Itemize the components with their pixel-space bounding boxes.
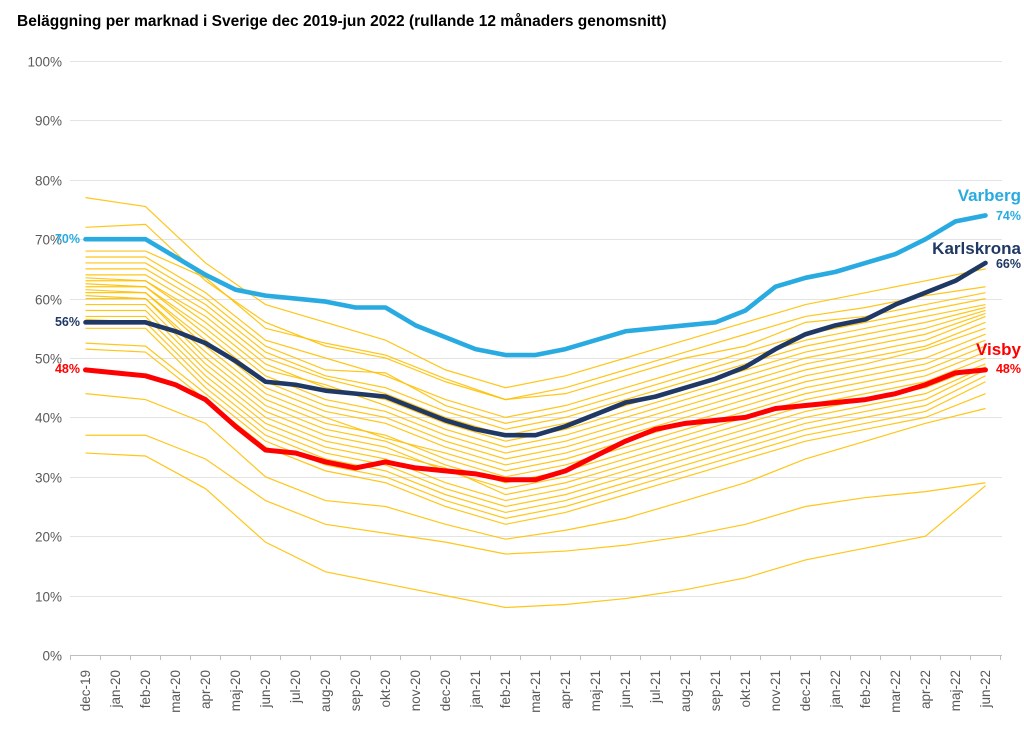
svg-text:100%: 100% [27, 55, 62, 70]
svg-text:apr-22: apr-22 [918, 670, 933, 709]
svg-text:jan-21: jan-21 [468, 670, 483, 709]
svg-text:jun-21: jun-21 [618, 670, 633, 709]
visby-start-label: 48% [54, 362, 80, 376]
svg-text:jan-22: jan-22 [828, 670, 843, 709]
svg-text:feb-21: feb-21 [498, 670, 513, 708]
svg-text:jul-21: jul-21 [648, 670, 663, 704]
svg-text:80%: 80% [35, 174, 62, 189]
svg-text:70%: 70% [35, 233, 62, 248]
svg-text:nov-20: nov-20 [408, 670, 423, 711]
svg-text:jan-20: jan-20 [108, 670, 123, 709]
svg-text:maj-21: maj-21 [588, 670, 603, 711]
svg-text:90%: 90% [35, 114, 62, 129]
svg-text:okt-21: okt-21 [738, 670, 753, 708]
svg-text:sep-20: sep-20 [348, 670, 363, 711]
svg-text:0%: 0% [42, 649, 62, 664]
svg-text:apr-21: apr-21 [558, 670, 573, 709]
varberg-end-label: 74% [995, 209, 1021, 223]
karlskrona-end-label: 66% [995, 257, 1021, 271]
varberg-start-label: 70% [54, 232, 80, 246]
svg-text:jun-20: jun-20 [258, 670, 273, 709]
karlskrona-start-label: 56% [54, 315, 80, 329]
svg-text:maj-22: maj-22 [948, 670, 963, 711]
svg-text:mar-21: mar-21 [528, 670, 543, 713]
visby-end-label: 48% [995, 362, 1021, 376]
svg-text:jul-20: jul-20 [288, 670, 303, 704]
svg-text:dec-20: dec-20 [438, 670, 453, 711]
karlskrona-series-label: Karlskrona [932, 239, 1021, 258]
svg-text:50%: 50% [35, 352, 62, 367]
visby-series-label: Visby [975, 340, 1021, 359]
svg-text:mar-20: mar-20 [168, 670, 183, 713]
svg-text:feb-20: feb-20 [138, 670, 153, 708]
svg-text:nov-21: nov-21 [768, 670, 783, 711]
svg-text:feb-22: feb-22 [858, 670, 873, 708]
svg-text:okt-20: okt-20 [378, 670, 393, 708]
svg-text:dec-19: dec-19 [78, 670, 93, 711]
svg-text:40%: 40% [35, 411, 62, 426]
svg-text:dec-21: dec-21 [798, 670, 813, 711]
svg-text:maj-20: maj-20 [228, 670, 243, 711]
chart-title: Beläggning per marknad i Sverige dec 201… [17, 13, 667, 30]
svg-text:apr-20: apr-20 [198, 670, 213, 709]
svg-text:mar-22: mar-22 [888, 670, 903, 713]
svg-text:aug-20: aug-20 [318, 670, 333, 712]
svg-text:60%: 60% [35, 293, 62, 308]
svg-text:10%: 10% [35, 590, 62, 605]
svg-text:jun-22: jun-22 [978, 670, 993, 709]
svg-text:sep-21: sep-21 [708, 670, 723, 711]
varberg-series-label: Varberg [957, 186, 1021, 205]
svg-text:aug-21: aug-21 [678, 670, 693, 712]
svg-text:20%: 20% [35, 530, 62, 545]
svg-text:30%: 30% [35, 471, 62, 486]
